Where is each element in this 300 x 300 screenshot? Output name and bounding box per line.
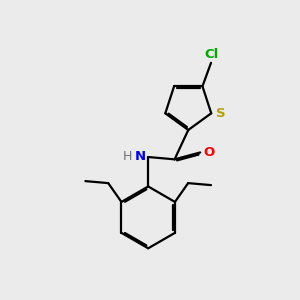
Text: H: H — [123, 150, 132, 163]
Text: Cl: Cl — [204, 48, 218, 61]
Text: N: N — [135, 150, 146, 163]
Text: O: O — [204, 146, 215, 159]
Text: S: S — [216, 107, 225, 120]
